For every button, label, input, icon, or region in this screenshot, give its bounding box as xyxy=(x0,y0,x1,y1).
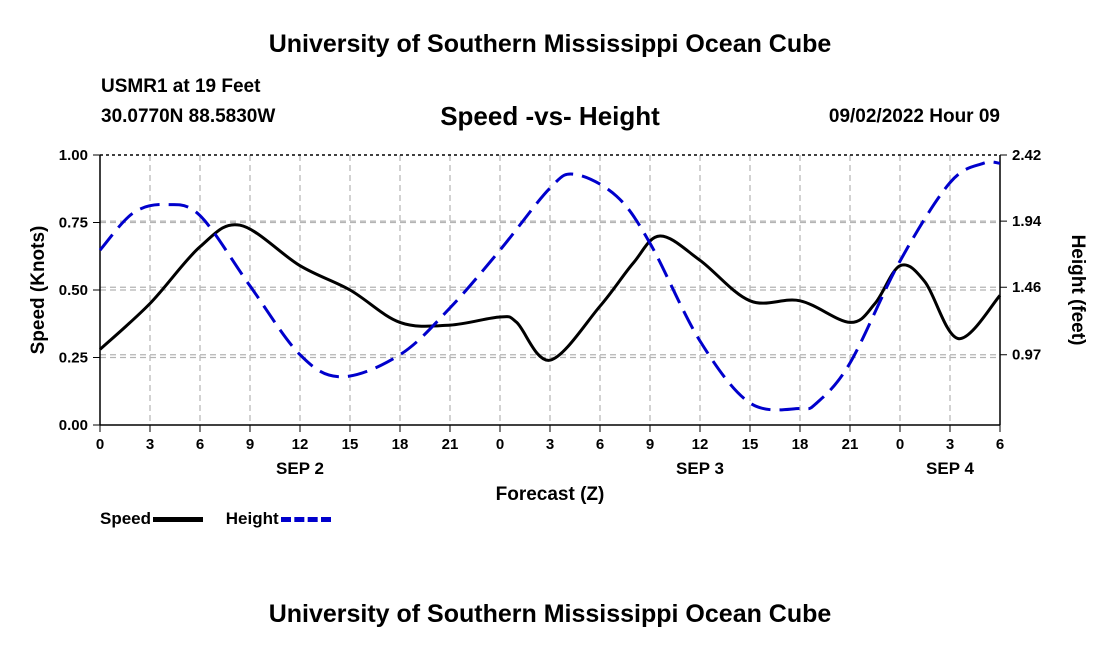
y2-tick-label: 0.97 xyxy=(1012,347,1041,364)
legend-height-swatch xyxy=(280,516,331,522)
x-tick-label: 9 xyxy=(246,436,254,453)
date-label: SEP 4 xyxy=(926,459,974,478)
x-tick-label: 15 xyxy=(342,436,359,453)
y-tick-label: 0.00 xyxy=(59,417,88,434)
x-tick-label: 0 xyxy=(896,436,904,453)
x-tick-label: 0 xyxy=(496,436,504,453)
axis-layer xyxy=(93,154,1007,432)
station-label: USMR1 at 19 Feet xyxy=(101,76,261,97)
x-tick-label: 21 xyxy=(842,436,859,453)
y2-tick-label: 1.46 xyxy=(1012,279,1041,296)
y2-axis-title: Height (feet) xyxy=(1067,235,1088,346)
x-tick-label: 6 xyxy=(196,436,204,453)
legend: Speed Height xyxy=(100,509,349,529)
x-tick-label: 18 xyxy=(392,436,409,453)
x-tick-label: 3 xyxy=(146,436,154,453)
x-tick-label: 6 xyxy=(596,436,604,453)
y-axis-title: Speed (Knots) xyxy=(28,226,49,355)
x-tick-label: 6 xyxy=(996,436,1004,453)
date-label: SEP 3 xyxy=(676,459,724,478)
x-tick-label: 21 xyxy=(442,436,459,453)
x-tick-label: 0 xyxy=(96,436,104,453)
legend-speed-label: Speed xyxy=(100,509,152,528)
main-title: University of Southern Mississippi Ocean… xyxy=(268,30,832,58)
x-tick-label: 9 xyxy=(646,436,654,453)
date-label: SEP 2 xyxy=(276,459,324,478)
legend-height-label: Height xyxy=(225,509,279,528)
footer-title: University of Southern Mississippi Ocean… xyxy=(268,600,832,628)
y-tick-label: 0.25 xyxy=(59,350,88,367)
chart-subtitle: Speed -vs- Height xyxy=(440,101,660,131)
grid-layer xyxy=(100,155,1000,425)
x-tick-label: 12 xyxy=(292,436,309,453)
label-layer: 0 3 6 9 12 15 18 21 0 3 6 9 12 15 18 21 0 3 6 0.00 0.25 0.50 0… xyxy=(28,147,1088,505)
y2-tick-label: 1.94 xyxy=(1012,213,1042,230)
legend-speed-swatch xyxy=(153,516,204,522)
y-tick-label: 1.00 xyxy=(59,147,88,164)
height-series-line xyxy=(98,160,1001,412)
legend-height: Height xyxy=(226,509,331,529)
y2-tick-label: 2.42 xyxy=(1012,147,1041,164)
speed-height-chart: 0 3 6 9 12 15 18 21 0 3 6 9 12 15 18 21 0 3 6 0.00 0.25 0.50 0… xyxy=(28,147,1088,505)
speed-series-line xyxy=(98,223,1002,362)
coordinates-label: 30.0770N 88.5830W xyxy=(101,106,276,127)
x-tick-label: 12 xyxy=(692,436,709,453)
forecast-datetime: 09/02/2022 Hour 09 xyxy=(828,106,1000,127)
x-tick-label: 3 xyxy=(946,436,954,453)
y-tick-label: 0.50 xyxy=(59,282,88,299)
legend-speed: Speed xyxy=(100,509,204,529)
y-tick-label: 0.75 xyxy=(59,215,88,232)
x-tick-label: 3 xyxy=(546,436,554,453)
x-tick-label: 15 xyxy=(742,436,759,453)
series-layer xyxy=(98,160,1002,412)
x-axis-title: Forecast (Z) xyxy=(496,484,605,505)
x-tick-label: 18 xyxy=(792,436,809,453)
